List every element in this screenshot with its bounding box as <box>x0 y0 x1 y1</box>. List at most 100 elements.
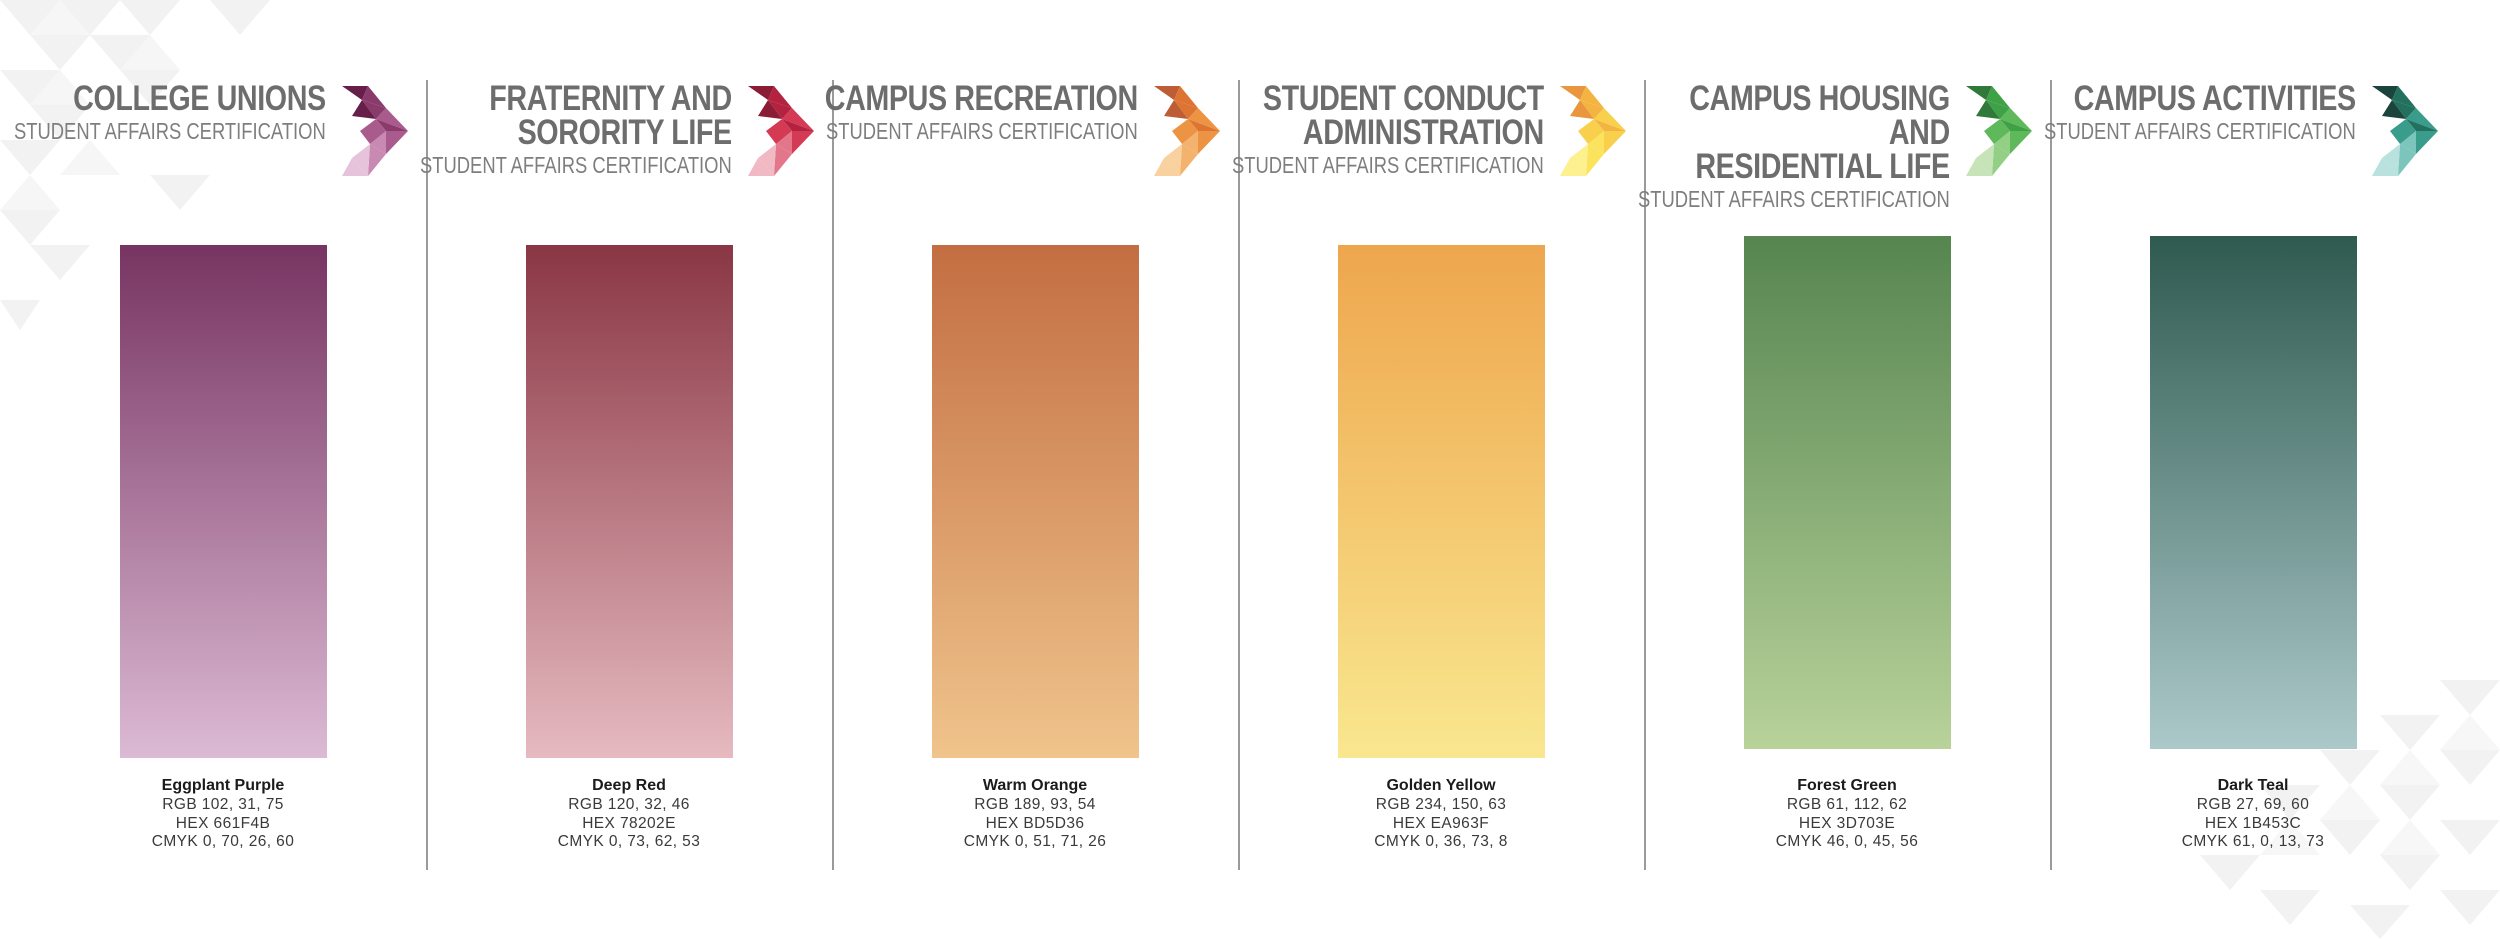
panel-campus-recreation: CAMPUS RECREATION STUDENT AFFAIRS CERTIF… <box>825 0 1238 939</box>
cmyk-value: CMYK 0, 70, 26, 60 <box>151 833 295 850</box>
chevron-facet <box>758 144 776 176</box>
color-swatch <box>120 245 327 758</box>
rgb-value: RGB 102, 31, 75 <box>162 796 284 813</box>
chevron-facet <box>2400 131 2416 154</box>
cmyk-value: CMYK 0, 36, 73, 8 <box>1374 833 1508 850</box>
chevron-facet <box>1976 144 1994 176</box>
chevron-facet <box>352 100 376 119</box>
chevron-facet <box>766 119 792 131</box>
chevron-facet <box>1188 119 1220 131</box>
chevron-facet <box>1986 100 2010 119</box>
hex-value: HEX 78202E <box>582 814 676 832</box>
chevron-facet <box>1992 144 2010 176</box>
color-name: Deep Red <box>592 777 666 794</box>
chevron-facet <box>1594 119 1626 131</box>
chevron-facet <box>1976 100 2000 119</box>
panel-student-conduct-administration: STUDENT CONDUCT ADMINISTRATION STUDENT A… <box>1232 0 1644 939</box>
title-block: CAMPUS HOUSING AND RESIDENTIAL LIFE STUD… <box>1560 81 1950 212</box>
chevron-facet <box>342 86 368 100</box>
panel-title: CAMPUS ACTIVITIES <box>2073 79 2357 118</box>
chevron-icon <box>1966 86 2032 176</box>
panel-subtitle: STUDENT AFFAIRS CERTIFICATION <box>420 152 732 178</box>
panel-campus-activities: CAMPUS ACTIVITIES STUDENT AFFAIRS CERTIF… <box>2044 0 2456 939</box>
chevron-facet <box>1570 100 1594 119</box>
chevron-facet <box>768 100 792 119</box>
chevron-facet <box>2000 119 2032 131</box>
chevron-facet <box>1578 119 1604 131</box>
column-divider <box>1238 80 1240 870</box>
panel-header: CAMPUS ACTIVITIES STUDENT AFFAIRS CERTIF… <box>2044 81 2456 182</box>
title-block: STUDENT CONDUCT ADMINISTRATION STUDENT A… <box>1154 79 1544 178</box>
title-block: FRATERNITY AND SORORITY LIFE STUDENT AFF… <box>342 79 733 178</box>
color-swatch <box>1744 236 1951 749</box>
column-divider <box>2050 80 2052 870</box>
chevron-facet <box>766 131 792 144</box>
color-caption: Dark Teal RGB 27, 69, 60 HEX 1B453C CMYK… <box>2103 776 2403 852</box>
chevron-facet <box>2372 158 2398 176</box>
chevron-facet <box>792 131 814 154</box>
color-name: Eggplant Purple <box>161 777 285 794</box>
panel-title: STUDENT CONDUCT ADMINISTRATION <box>1263 79 1544 152</box>
color-name: Warm Orange <box>982 777 1088 794</box>
cmyk-value: CMYK 0, 73, 62, 53 <box>557 833 701 850</box>
chevron-facet <box>2372 86 2398 100</box>
chevron-facet <box>1966 86 1992 100</box>
chevron-facet <box>386 131 408 154</box>
chevron-facet <box>1586 144 1604 176</box>
color-name: Dark Teal <box>2217 777 2289 794</box>
rgb-value: RGB 61, 112, 62 <box>1786 796 1908 813</box>
color-swatch <box>2150 236 2357 749</box>
hex-value: HEX BD5D36 <box>985 814 1085 832</box>
chevron-icon <box>748 86 814 176</box>
chevron-facet <box>1580 86 1604 108</box>
chevron-facet <box>1188 108 1220 131</box>
panel-header: STUDENT CONDUCT ADMINISTRATION STUDENT A… <box>1232 81 1644 182</box>
chevron-facet <box>2406 108 2438 131</box>
chevron-facet <box>2398 144 2416 176</box>
column-divider <box>832 80 834 870</box>
color-swatch <box>1338 245 1545 758</box>
title-block: CAMPUS ACTIVITIES STUDENT AFFAIRS CERTIF… <box>1966 79 2357 144</box>
hex-value: HEX 661F4B <box>175 814 271 832</box>
chevron-facet <box>1174 86 1198 108</box>
chevron-facet <box>1560 86 1586 100</box>
chevron-facet <box>1154 158 1180 176</box>
chevron-facet <box>360 131 386 144</box>
chevron-facet <box>362 100 386 119</box>
chevron-facet <box>768 86 792 108</box>
chevron-facet <box>1588 131 1604 154</box>
title-block: CAMPUS RECREATION STUDENT AFFAIRS CERTIF… <box>748 81 1138 144</box>
chevron-facet <box>1966 158 1992 176</box>
column-divider <box>1644 80 1646 870</box>
chevron-facet <box>1198 131 1220 154</box>
hex-value: HEX 1B453C <box>2204 814 2302 832</box>
panel-header: COLLEGE UNIONS STUDENT AFFAIRS CERTIFICA… <box>14 81 426 182</box>
panel-campus-housing-residential-life: CAMPUS HOUSING AND RESIDENTIAL LIFE STUD… <box>1638 0 2050 939</box>
cmyk-value: CMYK 61, 0, 13, 73 <box>2181 833 2325 850</box>
rgb-value: RGB 27, 69, 60 <box>2196 796 2310 813</box>
chevron-facet <box>776 131 792 154</box>
chevron-icon <box>1560 86 1626 176</box>
chevron-facet <box>1580 100 1604 119</box>
color-name: Golden Yellow <box>1386 777 1496 794</box>
chevron-facet <box>1578 131 1604 144</box>
chevron-facet <box>1594 108 1626 131</box>
chevron-facet <box>1154 86 1180 100</box>
cmyk-value: CMYK 46, 0, 45, 56 <box>1775 833 1919 850</box>
panel-header: FRATERNITY AND SORORITY LIFE STUDENT AFF… <box>420 81 832 182</box>
chevron-facet <box>2010 131 2032 154</box>
panel-college-unions: COLLEGE UNIONS STUDENT AFFAIRS CERTIFICA… <box>14 0 426 939</box>
color-caption: Deep Red RGB 120, 32, 46 HEX 78202E CMYK… <box>479 776 779 852</box>
panel-subtitle: STUDENT AFFAIRS CERTIFICATION <box>14 118 326 144</box>
color-caption: Forest Green RGB 61, 112, 62 HEX 3D703E … <box>1697 776 1997 852</box>
panel-subtitle: STUDENT AFFAIRS CERTIFICATION <box>1638 186 1950 212</box>
panel-subtitle: STUDENT AFFAIRS CERTIFICATION <box>2044 118 2356 144</box>
column-divider <box>426 80 428 870</box>
chevron-facet <box>362 86 386 108</box>
panel-title: FRATERNITY AND SORORITY LIFE <box>489 79 733 152</box>
chevron-facet <box>2382 100 2406 119</box>
hex-value: HEX EA963F <box>1392 814 1490 832</box>
rgb-value: RGB 120, 32, 46 <box>568 796 690 813</box>
chevron-facet <box>1560 158 1586 176</box>
